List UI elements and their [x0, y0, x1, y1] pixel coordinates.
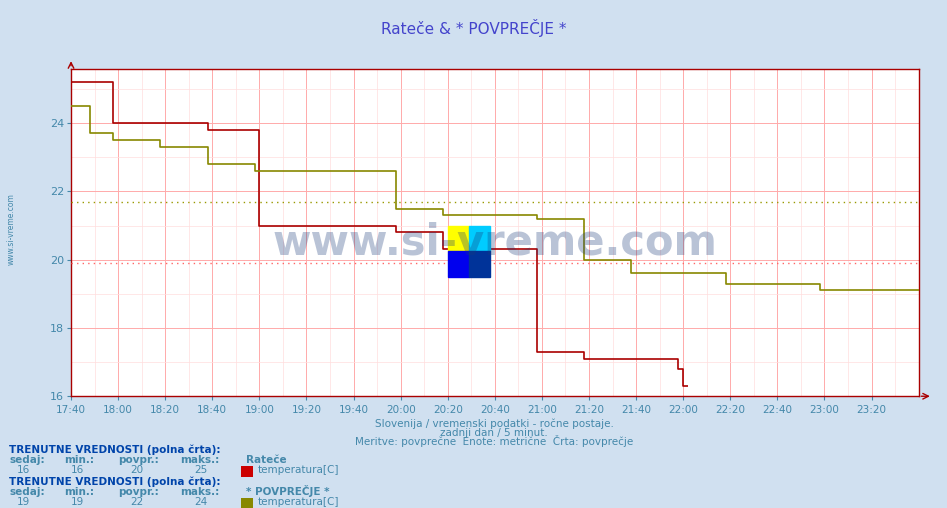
Text: temperatura[C]: temperatura[C] — [258, 497, 339, 507]
Text: temperatura[C]: temperatura[C] — [258, 465, 339, 475]
Text: 19: 19 — [71, 497, 84, 507]
Text: povpr.:: povpr.: — [118, 487, 159, 497]
Text: min.:: min.: — [64, 487, 95, 497]
Text: Rateče & * POVPREČJE *: Rateče & * POVPREČJE * — [381, 19, 566, 37]
Text: www.si-vreme.com: www.si-vreme.com — [7, 193, 16, 265]
Text: min.:: min.: — [64, 455, 95, 465]
Text: 16: 16 — [17, 465, 30, 475]
Text: 24: 24 — [194, 497, 207, 507]
Text: sedaj:: sedaj: — [9, 487, 45, 497]
Text: TRENUTNE VREDNOSTI (polna črta):: TRENUTNE VREDNOSTI (polna črta): — [9, 444, 221, 455]
Bar — [469, 226, 491, 251]
Text: 19: 19 — [17, 497, 30, 507]
Bar — [448, 251, 469, 277]
Text: sedaj:: sedaj: — [9, 455, 45, 465]
Text: zadnji dan / 5 minut.: zadnji dan / 5 minut. — [440, 428, 548, 438]
Text: 20: 20 — [131, 465, 144, 475]
Text: 22: 22 — [131, 497, 144, 507]
Text: maks.:: maks.: — [180, 487, 219, 497]
Text: 16: 16 — [71, 465, 84, 475]
Text: TRENUTNE VREDNOSTI (polna črta):: TRENUTNE VREDNOSTI (polna črta): — [9, 477, 221, 487]
Text: Meritve: povprečne  Enote: metrične  Črta: povprečje: Meritve: povprečne Enote: metrične Črta:… — [355, 435, 634, 448]
Text: * POVPREČJE *: * POVPREČJE * — [246, 485, 330, 497]
Text: Slovenija / vremenski podatki - ročne postaje.: Slovenija / vremenski podatki - ročne po… — [375, 419, 614, 429]
Bar — [448, 226, 469, 251]
Bar — [469, 251, 491, 277]
Text: www.si-vreme.com: www.si-vreme.com — [273, 221, 717, 263]
Text: povpr.:: povpr.: — [118, 455, 159, 465]
Text: Rateče: Rateče — [246, 455, 287, 465]
Text: 25: 25 — [194, 465, 207, 475]
Text: maks.:: maks.: — [180, 455, 219, 465]
